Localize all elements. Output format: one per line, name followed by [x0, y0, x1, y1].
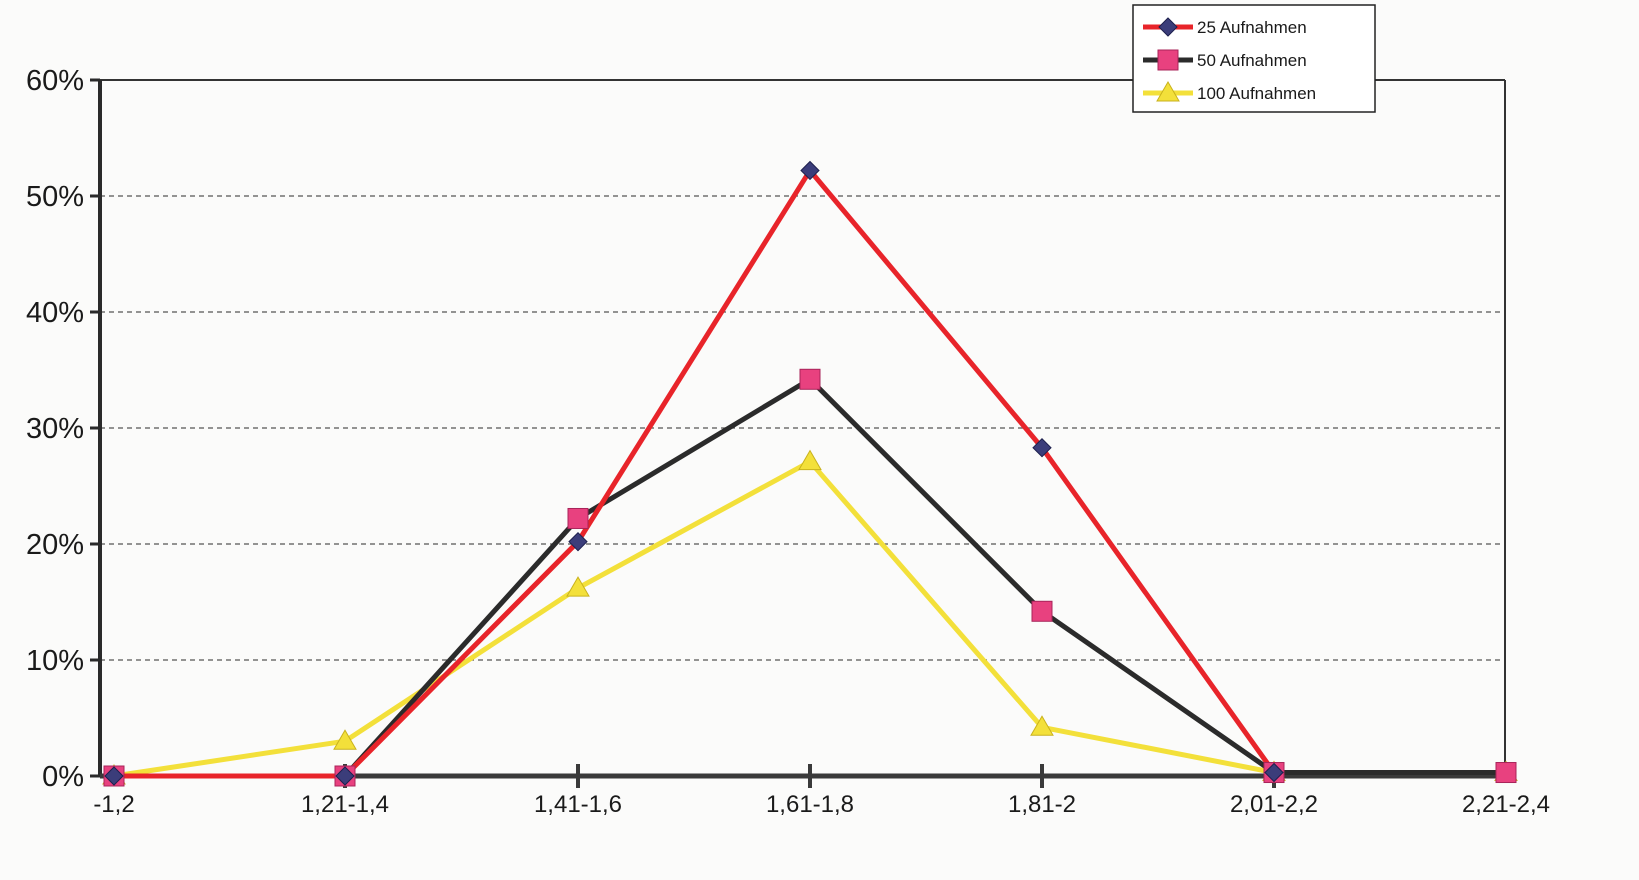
data-point [1157, 49, 1179, 71]
data-point [800, 160, 820, 181]
y-tick-label: 30% [26, 413, 84, 445]
x-tick-label: 1,81-2 [1008, 791, 1076, 818]
legend-label: 50 Aufnahmen [1197, 51, 1307, 70]
series-markers [102, 160, 1518, 787]
data-point [567, 507, 589, 529]
x-tick-label: -1,2 [93, 791, 134, 818]
data-point [568, 531, 588, 552]
data-point [798, 449, 822, 471]
data-point [566, 576, 590, 597]
data-point [1495, 762, 1517, 784]
y-tick-label: 10% [26, 645, 84, 677]
data-point [104, 766, 124, 786]
axes: 0% 10% 20% 30% 40% 50% 60% -1,2 1,21-1,4 1,41-1,6… [26, 65, 1550, 818]
data-point [1032, 438, 1052, 458]
y-tick-label: 0% [42, 761, 84, 793]
data-point [1030, 715, 1054, 736]
x-tick-label: 1,41-1,6 [534, 791, 622, 818]
gridlines [100, 195, 1505, 661]
y-tick-label: 50% [26, 181, 84, 213]
y-tick-label: 40% [26, 297, 84, 329]
data-point [1158, 17, 1178, 37]
legend-label: 25 Aufnahmen [1197, 18, 1307, 37]
x-tick-label: 1,21-1,4 [301, 791, 389, 818]
data-point [1264, 762, 1284, 783]
x-tick-label: 2,21-2,4 [1462, 791, 1550, 818]
x-tick-label: 2,01-2,2 [1230, 791, 1318, 818]
series-line [111, 459, 1509, 779]
data-point [1031, 600, 1053, 622]
y-tick-label: 60% [26, 65, 84, 97]
y-tick-label: 20% [26, 529, 84, 561]
data-point [333, 729, 357, 750]
series-lines [111, 167, 1509, 779]
x-tick-label: 1,61-1,8 [766, 791, 854, 818]
series-line [111, 167, 1277, 779]
data-point [1156, 81, 1180, 102]
series-line [111, 376, 1509, 779]
legend: 25 Aufnahmen 50 Aufnahmen 100 Aufnahmen [1132, 4, 1376, 113]
data-point [799, 368, 821, 390]
data-point [335, 766, 355, 786]
legend-label: 100 Aufnahmen [1197, 84, 1316, 103]
